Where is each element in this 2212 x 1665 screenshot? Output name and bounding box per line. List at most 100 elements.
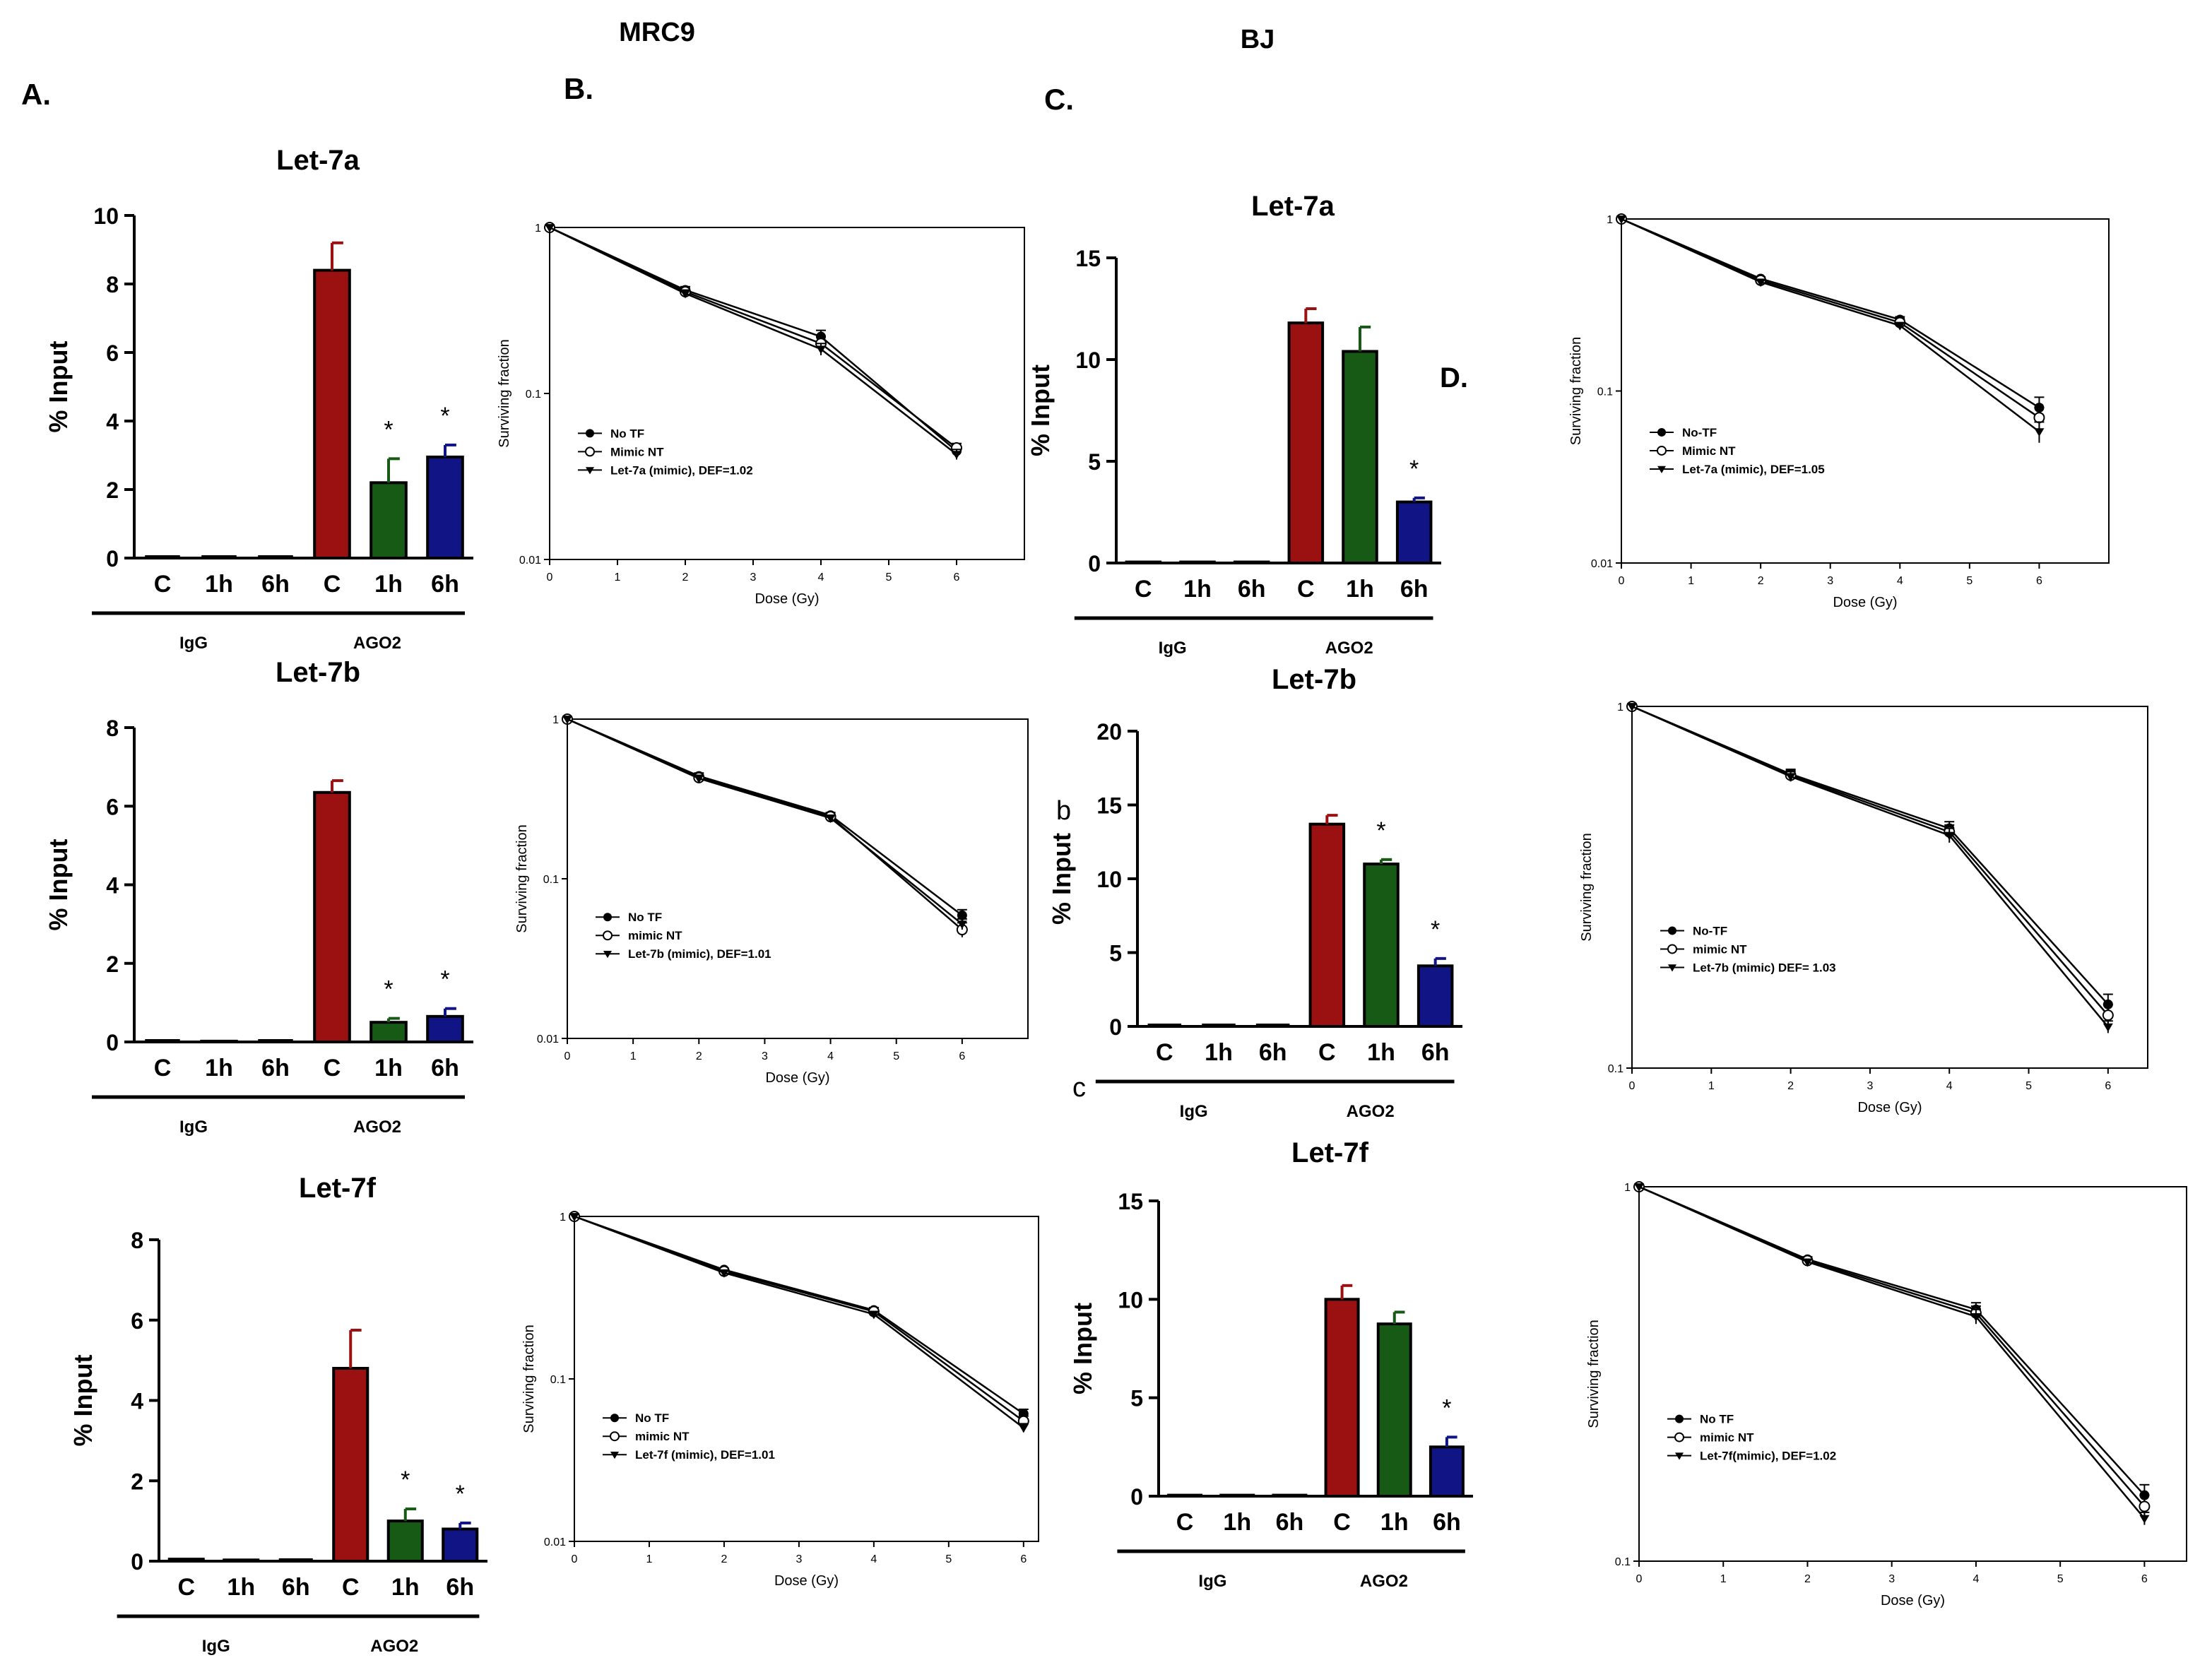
x-tick-label: 0 [1636,1573,1643,1585]
group-label: AGO2 [353,1118,401,1137]
bar [1179,560,1216,564]
significance-marker: * [440,966,449,993]
legend-label: No TF [610,427,644,440]
legend-label: Let-7b (mimic) DEF= 1.03 [1693,961,1836,974]
data-point [2139,1515,2150,1524]
x-axis-label: Dose (Gy) [1881,1593,1945,1608]
series-line [574,1215,1024,1415]
bj-let7b-survival: 0 1 2 3 4 5 6 0.1 1 Dose (Gy) Surviving fraction No… [1579,701,2148,1115]
significance-marker: * [384,416,393,443]
bar [1233,560,1270,564]
x-tick-label: 3 [1867,1080,1873,1092]
data-point [952,451,962,460]
chart-title: Let-7f [299,1173,377,1204]
y-tick-label: 5 [1088,449,1101,475]
bj-let7b-bar: Let-7b % Input 0 5 10 15 20 C 1h 6h C * 1h * 6h IgG AGO2 [1047,664,1462,1121]
panel-label-c: C. [1044,83,1074,116]
y-tick-label: 4 [106,409,119,434]
legend-marker [1668,964,1676,972]
bj-let7f-survival: 0 1 2 3 4 5 6 0.1 1 Dose (Gy) Surviving fraction No… [1586,1181,2187,1608]
legend-label: No-TF [1682,426,1717,439]
plot-frame [549,227,1025,560]
x-tick-label: C [1156,1039,1173,1066]
y-tick-label: 0.01 [544,1536,566,1548]
bar [1376,1322,1412,1498]
plot-frame [1621,218,2110,564]
x-tick-label: 1h [1367,1039,1395,1066]
x-tick-label: 1h [205,571,233,598]
bar [167,1558,205,1563]
x-tick-label: 1 [646,1553,653,1565]
x-tick-label: 6h [431,571,459,598]
data-point [1802,1258,1813,1267]
x-tick-label: 2 [1787,1080,1794,1092]
bar [1363,863,1400,1028]
data-point [957,910,967,920]
significance-marker: * [1409,456,1419,482]
x-tick-label: 5 [945,1553,952,1565]
x-tick-label: C [342,1574,360,1601]
y-tick-label: 0 [131,1549,143,1575]
x-tick-label: C [1135,576,1152,603]
x-tick-label: 4 [870,1553,877,1565]
data-point [2033,412,2045,424]
legend-marker [603,913,612,922]
data-point [825,814,836,824]
data-point [1970,1313,1981,1322]
series-line [574,1215,1024,1429]
x-tick-label: C [154,571,172,598]
y-tick-label: 6 [106,794,119,819]
plot-frame [1631,706,2148,1069]
bar [1429,1445,1465,1498]
y-tick-label: 6 [106,340,119,366]
plot-frame [1638,1186,2187,1562]
bar [442,1527,479,1563]
legend-marker [586,429,594,438]
legend-label: Let-7f (mimic), DEF=1.01 [635,1448,775,1462]
x-tick-label: C [324,1055,341,1082]
y-axis-label: Surviving fraction [497,339,512,447]
significance-marker: * [401,1466,410,1493]
bar [386,1519,424,1563]
stray-label-b: b [1056,796,1071,826]
legend-marker [1675,1452,1684,1460]
x-tick-label: 4 [1973,1573,1979,1585]
x-tick-label: 6h [1259,1039,1287,1066]
x-tick-label: 5 [886,571,892,583]
y-tick-label: 20 [1096,719,1122,745]
x-tick-label: 1h [1205,1039,1233,1066]
bj-let7f-bar: Let-7f % Input 0 5 10 15 C 1h 6h C 1h * 6h IgG AGO2 [1068,1137,1473,1591]
x-tick-label: 1h [1223,1509,1251,1536]
y-axis-label: % Input [69,1355,97,1447]
y-tick-label: 0 [106,546,119,571]
legend-marker [603,930,613,941]
data-point [868,1310,879,1320]
x-tick-label: 0 [547,571,553,583]
y-tick-label: 0.1 [526,389,541,401]
y-tick-label: 8 [131,1228,143,1253]
mrc9-let7b-bar: Let-7b % Input 0 2 4 6 8 C 1h 6h C * 1h * 6h IgG AGO2 [44,657,473,1137]
legend-marker [603,951,612,959]
significance-marker: * [456,1481,465,1507]
data-point [1627,703,1637,711]
x-tick-label: 6h [282,1574,310,1601]
x-tick-label: 1h [1346,576,1374,603]
mrc9-let7f-survival: 0 1 2 3 4 5 6 0.01 0.1 1 Dose (Gy) Surviving fracti… [521,1211,1039,1589]
y-axis-label: Surviving fraction [1586,1320,1602,1428]
y-tick-label: 1 [1607,214,1613,226]
x-tick-label: 1h [205,1055,233,1082]
y-axis-label: Surviving fraction [514,824,530,932]
chart-title: Let-7a [1251,191,1335,222]
data-point [569,1213,579,1221]
data-point [2102,1009,2114,1021]
legend-marker [610,1431,620,1442]
data-point [957,920,967,930]
y-tick-label: 10 [93,203,119,229]
x-tick-label: C [324,571,341,598]
y-axis-label: % Input [1026,365,1055,456]
x-tick-label: 3 [750,571,757,583]
data-point [545,224,555,232]
y-tick-label: 5 [1109,941,1122,966]
bar [1416,964,1454,1029]
bar [369,1021,408,1043]
